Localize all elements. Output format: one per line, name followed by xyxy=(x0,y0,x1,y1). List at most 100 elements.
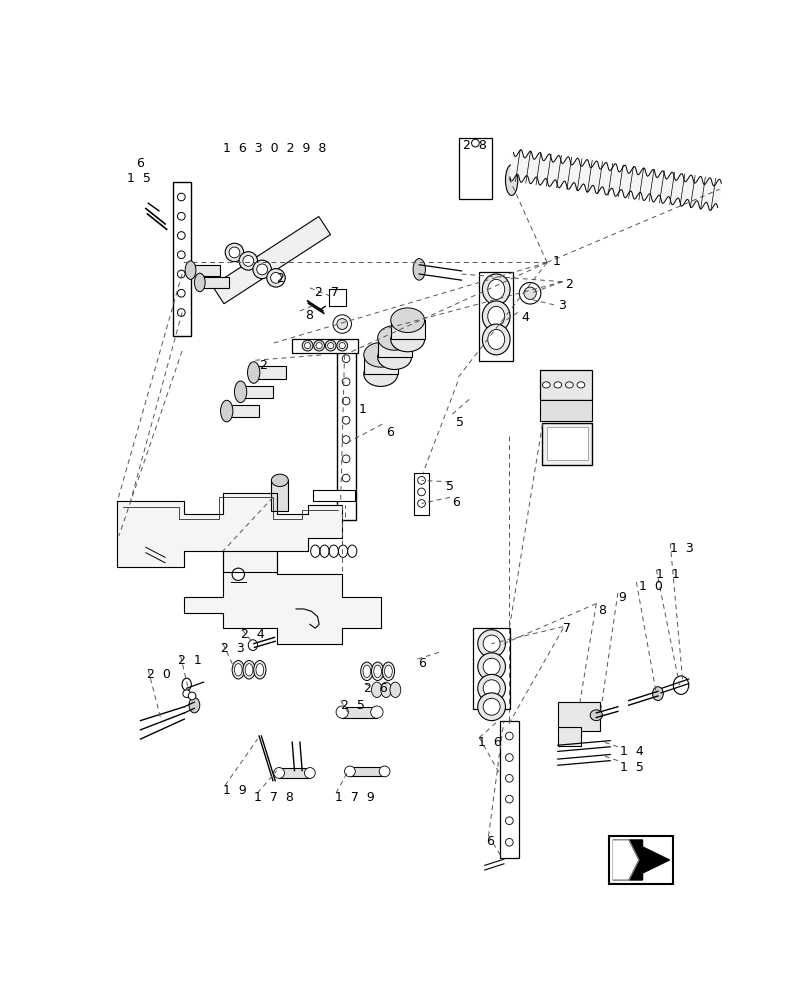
Ellipse shape xyxy=(487,306,504,326)
Bar xyxy=(547,427,587,460)
Bar xyxy=(212,217,330,304)
Text: 7: 7 xyxy=(563,622,570,635)
Ellipse shape xyxy=(389,682,401,698)
Ellipse shape xyxy=(371,706,383,718)
Ellipse shape xyxy=(482,324,509,355)
Ellipse shape xyxy=(504,817,513,825)
Ellipse shape xyxy=(341,493,350,501)
Ellipse shape xyxy=(178,193,185,201)
Polygon shape xyxy=(612,840,668,880)
Ellipse shape xyxy=(234,664,242,676)
Ellipse shape xyxy=(273,768,284,778)
Bar xyxy=(292,339,357,353)
Text: 6: 6 xyxy=(486,835,493,848)
Text: 2  1: 2 1 xyxy=(178,654,202,667)
Text: 9: 9 xyxy=(617,591,625,604)
Ellipse shape xyxy=(482,274,509,305)
Polygon shape xyxy=(509,150,720,210)
Text: 1: 1 xyxy=(551,255,560,268)
Ellipse shape xyxy=(341,355,350,363)
Ellipse shape xyxy=(341,455,350,463)
Bar xyxy=(240,386,272,398)
Ellipse shape xyxy=(178,289,185,297)
Ellipse shape xyxy=(504,774,513,782)
Ellipse shape xyxy=(339,343,345,349)
Text: 2  8: 2 8 xyxy=(462,139,487,152)
Bar xyxy=(350,767,384,776)
Bar xyxy=(363,355,397,374)
Ellipse shape xyxy=(313,340,324,351)
Ellipse shape xyxy=(380,682,391,698)
Text: 1  7  9: 1 7 9 xyxy=(334,791,374,804)
Ellipse shape xyxy=(221,400,233,422)
Text: 2  7: 2 7 xyxy=(314,286,338,299)
Ellipse shape xyxy=(178,251,185,259)
Ellipse shape xyxy=(504,165,517,195)
Ellipse shape xyxy=(229,247,239,258)
Ellipse shape xyxy=(477,693,504,721)
Bar xyxy=(173,182,191,336)
Ellipse shape xyxy=(504,838,513,846)
Ellipse shape xyxy=(363,343,397,367)
Text: 2  0: 2 0 xyxy=(147,668,170,681)
Ellipse shape xyxy=(542,382,550,388)
Ellipse shape xyxy=(225,243,243,262)
Bar xyxy=(609,836,672,884)
Bar xyxy=(557,702,599,731)
Ellipse shape xyxy=(413,259,425,280)
Ellipse shape xyxy=(487,329,504,349)
Ellipse shape xyxy=(590,710,602,721)
Text: 1  7  8: 1 7 8 xyxy=(254,791,294,804)
Ellipse shape xyxy=(337,319,347,329)
Text: 2  3: 2 3 xyxy=(221,642,244,655)
Text: 6: 6 xyxy=(417,657,425,670)
Ellipse shape xyxy=(248,640,257,651)
Bar xyxy=(271,480,288,511)
Text: 1  3: 1 3 xyxy=(669,542,693,555)
Text: 1  0: 1 0 xyxy=(638,580,662,593)
Ellipse shape xyxy=(178,212,185,220)
Ellipse shape xyxy=(267,269,285,287)
Ellipse shape xyxy=(390,327,424,352)
Ellipse shape xyxy=(379,766,389,777)
Ellipse shape xyxy=(341,397,350,405)
Bar xyxy=(279,768,310,778)
Ellipse shape xyxy=(377,326,411,350)
Ellipse shape xyxy=(504,732,513,740)
Text: 1  9: 1 9 xyxy=(222,784,247,797)
Ellipse shape xyxy=(302,340,312,351)
Ellipse shape xyxy=(483,635,500,652)
Bar xyxy=(459,138,491,199)
Ellipse shape xyxy=(363,665,371,677)
Ellipse shape xyxy=(182,690,191,698)
Text: 2  5: 2 5 xyxy=(341,699,364,712)
Ellipse shape xyxy=(417,488,425,496)
Text: 4: 4 xyxy=(521,311,529,324)
Ellipse shape xyxy=(483,698,500,715)
Text: 8: 8 xyxy=(597,604,605,617)
Ellipse shape xyxy=(519,282,540,304)
Ellipse shape xyxy=(242,661,255,679)
Ellipse shape xyxy=(315,343,322,349)
Ellipse shape xyxy=(382,662,394,681)
Bar xyxy=(478,272,513,361)
Ellipse shape xyxy=(390,308,424,333)
Ellipse shape xyxy=(371,662,384,681)
Ellipse shape xyxy=(325,340,336,351)
Ellipse shape xyxy=(327,343,333,349)
Text: 1  5: 1 5 xyxy=(620,761,643,774)
Ellipse shape xyxy=(504,795,513,803)
Ellipse shape xyxy=(245,664,252,676)
Ellipse shape xyxy=(255,664,264,676)
Ellipse shape xyxy=(564,382,573,388)
Ellipse shape xyxy=(477,653,504,681)
Ellipse shape xyxy=(337,340,347,351)
Ellipse shape xyxy=(417,477,425,484)
Text: 1  4: 1 4 xyxy=(620,745,643,758)
Ellipse shape xyxy=(188,692,195,700)
Bar xyxy=(328,289,345,306)
Bar xyxy=(191,265,220,276)
Text: 1: 1 xyxy=(358,403,367,416)
Ellipse shape xyxy=(253,661,266,679)
Ellipse shape xyxy=(333,315,351,333)
